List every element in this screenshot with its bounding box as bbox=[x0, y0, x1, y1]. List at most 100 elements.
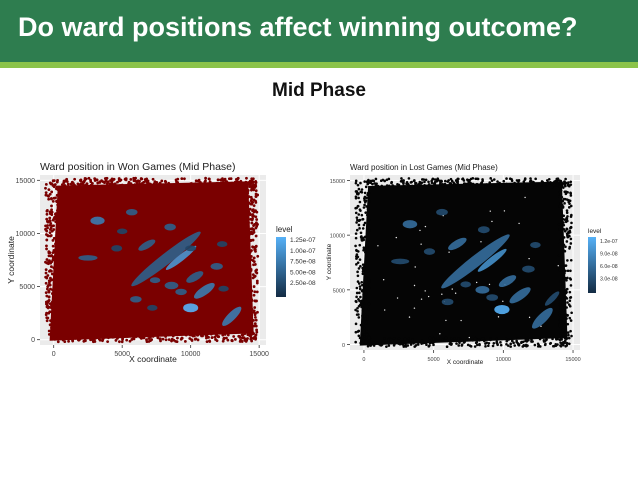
ward-point bbox=[427, 340, 430, 344]
ward-point bbox=[71, 339, 75, 343]
ward-point bbox=[522, 343, 526, 347]
ward-point bbox=[559, 192, 562, 196]
gap-point bbox=[420, 243, 422, 245]
gap-point bbox=[427, 295, 430, 298]
gap-point bbox=[382, 279, 385, 281]
ward-point bbox=[254, 189, 258, 193]
ward-point bbox=[362, 246, 366, 249]
ward-point bbox=[554, 342, 558, 346]
ward-point bbox=[47, 197, 51, 201]
ward-point bbox=[153, 182, 156, 185]
legend-entry: 1.00e-07 bbox=[290, 248, 316, 255]
ward-point bbox=[134, 335, 138, 339]
ward-point bbox=[499, 341, 502, 344]
ward-point bbox=[443, 179, 447, 183]
ward-point bbox=[367, 231, 370, 235]
ward-point bbox=[248, 212, 252, 215]
won-games-chart: Ward position in Won Games (Mid Phase) 0… bbox=[6, 161, 316, 364]
ward-point bbox=[246, 191, 250, 195]
ward-point bbox=[114, 333, 118, 336]
ward-point bbox=[481, 337, 485, 340]
ward-point bbox=[567, 232, 570, 235]
ward-point bbox=[53, 272, 57, 276]
density-hotspot bbox=[147, 304, 158, 311]
ward-point bbox=[54, 242, 57, 246]
ward-point bbox=[254, 269, 258, 273]
ward-point bbox=[120, 340, 124, 344]
ward-point bbox=[354, 308, 357, 312]
ward-point bbox=[566, 269, 570, 273]
ward-point bbox=[49, 269, 52, 272]
ward-point bbox=[367, 277, 370, 281]
ward-point bbox=[563, 306, 567, 310]
ward-point bbox=[254, 226, 258, 230]
ward-point bbox=[255, 281, 259, 285]
ward-point bbox=[251, 213, 255, 216]
density-hotspot bbox=[530, 241, 541, 249]
ward-point bbox=[248, 250, 252, 254]
ward-point bbox=[360, 280, 364, 284]
ward-point bbox=[57, 206, 60, 210]
ward-point bbox=[44, 182, 48, 186]
ward-point bbox=[466, 183, 469, 187]
ward-point bbox=[510, 339, 514, 343]
ward-point bbox=[563, 183, 567, 187]
ward-point bbox=[355, 295, 358, 299]
ward-point bbox=[509, 345, 512, 348]
y-tick-label: 0 bbox=[31, 337, 35, 344]
ward-point bbox=[247, 317, 251, 321]
density-hotspot bbox=[126, 209, 138, 216]
ward-point bbox=[236, 177, 240, 180]
ward-point bbox=[365, 180, 369, 184]
ward-point bbox=[44, 281, 48, 285]
ward-point bbox=[175, 340, 179, 344]
ward-point bbox=[515, 179, 519, 182]
ward-point bbox=[128, 339, 132, 343]
ward-point bbox=[560, 323, 564, 327]
ward-point bbox=[492, 178, 496, 181]
ward-point bbox=[403, 337, 407, 341]
ward-point bbox=[568, 202, 571, 205]
ward-point bbox=[47, 295, 51, 299]
ward-point bbox=[217, 335, 221, 339]
ward-point bbox=[393, 342, 397, 345]
ward-point bbox=[255, 223, 259, 226]
density-hotspot bbox=[218, 285, 229, 292]
ward-point bbox=[244, 315, 248, 319]
ward-point bbox=[489, 177, 492, 180]
density-hotspot bbox=[193, 282, 215, 299]
density-hotspot bbox=[475, 286, 490, 294]
ward-point bbox=[387, 338, 390, 342]
ward-point bbox=[252, 256, 256, 260]
y-axis-ticks: 0 5000 10000 15000 bbox=[330, 179, 350, 349]
ward-point bbox=[244, 233, 248, 237]
ward-point bbox=[254, 184, 258, 188]
ward-point bbox=[48, 192, 52, 196]
ward-point bbox=[356, 255, 360, 259]
ward-point bbox=[569, 226, 572, 230]
x-axis-ticks: 0 5000 10000 15000 bbox=[52, 345, 269, 358]
ward-point bbox=[433, 178, 437, 181]
ward-point bbox=[105, 335, 109, 338]
ward-point bbox=[516, 185, 519, 188]
ward-point bbox=[96, 184, 99, 188]
ward-point bbox=[478, 342, 481, 346]
ward-point bbox=[157, 182, 161, 186]
ward-point bbox=[366, 239, 370, 242]
ward-point bbox=[495, 340, 499, 344]
ward-point bbox=[512, 185, 515, 189]
ward-point bbox=[164, 338, 168, 342]
density-contours bbox=[391, 208, 560, 329]
ward-point bbox=[556, 184, 559, 187]
ward-point bbox=[53, 310, 57, 313]
ward-point bbox=[357, 282, 361, 285]
ward-point bbox=[230, 339, 234, 343]
ward-point bbox=[425, 343, 428, 347]
ward-point bbox=[420, 178, 424, 181]
point-cloud-area bbox=[49, 181, 254, 341]
ward-point bbox=[356, 309, 359, 313]
ward-point bbox=[232, 335, 236, 338]
density-hotspot bbox=[494, 304, 510, 315]
ward-point bbox=[492, 341, 496, 345]
ward-point bbox=[534, 177, 537, 181]
